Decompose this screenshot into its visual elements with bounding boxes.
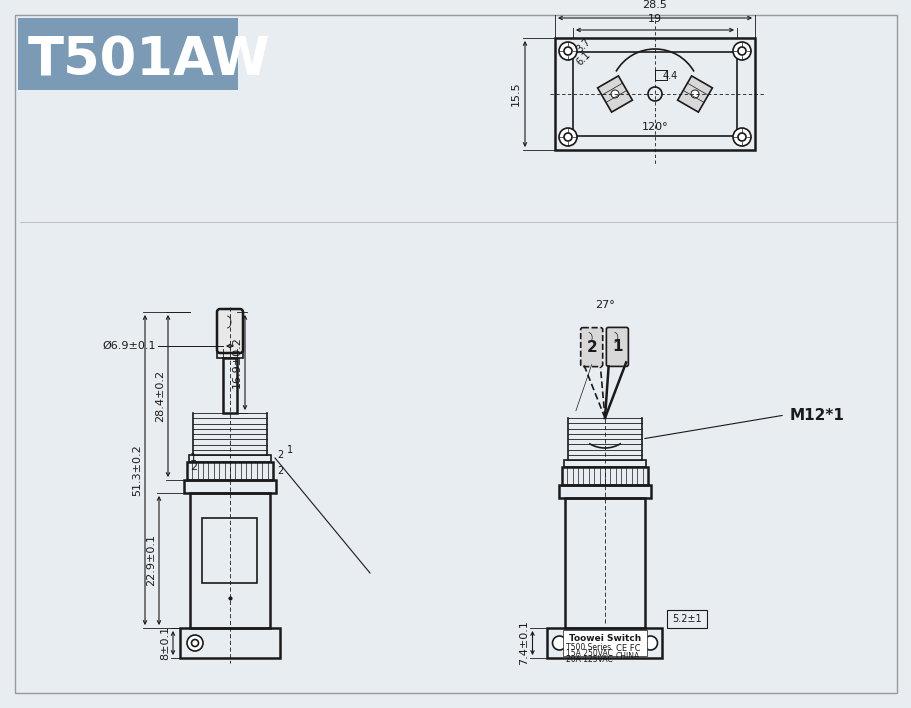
Circle shape (691, 90, 698, 98)
Text: 2: 2 (586, 340, 597, 355)
Polygon shape (597, 76, 631, 112)
Text: 22.9±0.1: 22.9±0.1 (146, 535, 156, 586)
FancyBboxPatch shape (606, 327, 628, 367)
Bar (561, 467, 648, 485)
Bar (187, 462, 272, 480)
Bar (217, 350, 242, 358)
Bar (667, 610, 707, 628)
Bar (572, 52, 736, 136)
Bar (558, 485, 650, 498)
Text: 16.9±0.2: 16.9±0.2 (231, 336, 241, 389)
Text: 28.4±0.2: 28.4±0.2 (155, 370, 165, 422)
Bar (563, 460, 645, 467)
Text: 1: 1 (287, 445, 292, 455)
Bar (189, 455, 271, 462)
Text: 2: 2 (277, 450, 283, 460)
Circle shape (732, 128, 750, 146)
Text: 20A 125VAC: 20A 125VAC (565, 655, 611, 664)
Text: 3.7: 3.7 (574, 36, 592, 54)
Bar (565, 498, 644, 628)
FancyBboxPatch shape (217, 309, 242, 353)
Text: Ø6.9±0.1: Ø6.9±0.1 (102, 341, 156, 351)
Text: T501AW: T501AW (28, 34, 271, 86)
Text: 28.5: 28.5 (642, 0, 667, 10)
Text: 1: 1 (611, 339, 622, 355)
Circle shape (187, 635, 203, 651)
Circle shape (558, 128, 577, 146)
Bar (562, 630, 646, 656)
Text: T500 Series: T500 Series (566, 643, 611, 652)
Text: 4.4: 4.4 (662, 71, 678, 81)
Text: CE FC: CE FC (615, 644, 640, 653)
Circle shape (610, 90, 619, 98)
Text: 6.1: 6.1 (574, 49, 592, 67)
Bar (184, 480, 276, 493)
Text: 7.4±0.1: 7.4±0.1 (519, 621, 529, 666)
Text: 2: 2 (277, 466, 283, 476)
Bar (223, 358, 237, 413)
Bar (18, 18, 238, 90)
Circle shape (558, 42, 577, 60)
Text: CHINA: CHINA (615, 652, 640, 661)
Text: 2: 2 (189, 462, 197, 472)
Polygon shape (677, 76, 711, 112)
Circle shape (552, 636, 566, 650)
Text: 27°: 27° (595, 300, 614, 310)
Text: Toowei Switch: Toowei Switch (568, 634, 640, 643)
FancyBboxPatch shape (580, 328, 602, 367)
Text: 1: 1 (189, 453, 197, 463)
Bar (189, 493, 270, 628)
Text: 8±0.1: 8±0.1 (159, 626, 169, 660)
Bar (202, 518, 257, 583)
Bar (179, 628, 280, 658)
Circle shape (732, 42, 750, 60)
Bar (547, 628, 661, 658)
Circle shape (643, 636, 657, 650)
Text: 51.3±0.2: 51.3±0.2 (132, 444, 142, 496)
Text: 15A 250VAC: 15A 250VAC (565, 649, 612, 658)
Bar (555, 38, 754, 150)
Text: 19: 19 (647, 14, 661, 24)
Text: 5.2±1: 5.2±1 (672, 614, 701, 624)
Text: 120°: 120° (641, 122, 668, 132)
Text: M12*1: M12*1 (789, 408, 844, 423)
Text: 15.5: 15.5 (510, 81, 520, 106)
